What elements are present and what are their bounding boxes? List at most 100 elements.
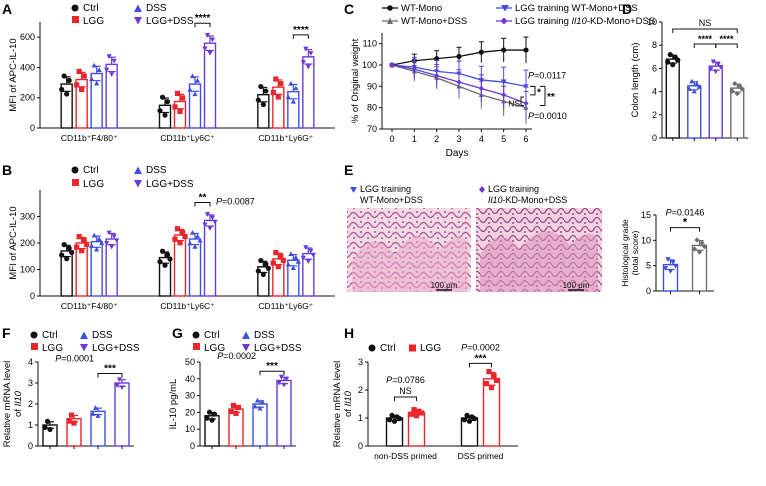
histology-crypt-shape: [352, 236, 468, 292]
legend-lggkd-label: LGG training Il10-KD-Mono+DSS: [515, 16, 655, 27]
data-point: [523, 47, 529, 53]
data-point: [273, 250, 279, 256]
bar: [90, 72, 103, 129]
data-point: [667, 269, 674, 274]
data-point: [293, 85, 299, 91]
data-point: [157, 259, 163, 265]
data-point: [691, 246, 698, 252]
significance-bracket: [520, 96, 524, 107]
y-axis-label: Relative mRNA level: [332, 361, 343, 448]
data-point: [197, 237, 203, 243]
legend-dss-label: DSS: [254, 330, 275, 341]
panel-label-f: F: [2, 325, 11, 341]
data-point: [192, 244, 198, 249]
data-point: [194, 233, 201, 239]
x-tick-label: 5: [501, 134, 506, 144]
data-point: [483, 381, 490, 387]
histology-kd-gene: Il10: [488, 195, 503, 205]
data-point: [81, 73, 87, 79]
histology-kd-marker: [479, 186, 485, 193]
data-point: [278, 253, 284, 259]
data-point: [47, 426, 53, 432]
y-axis-label: Colon length (cm): [630, 43, 641, 118]
panel-label-h: H: [344, 325, 354, 341]
legend-ctrl-label: Ctrl: [83, 165, 99, 176]
x-tick-label: 0: [389, 134, 394, 144]
bar: [75, 242, 88, 297]
data-point: [179, 95, 186, 101]
bar: [460, 417, 479, 447]
chart-panel-h: 0 1 2 3 Relative mRNA level of Il10 non-DSS pr…: [332, 342, 518, 461]
y-tick-label: 2: [652, 110, 657, 120]
y-tick-label: 80: [367, 103, 377, 113]
p-symbol: P: [216, 196, 222, 206]
significance-bracket: [292, 34, 309, 39]
data-point: [92, 405, 99, 410]
data-point: [263, 261, 269, 267]
data-point: [501, 92, 507, 98]
p-symbol: P: [461, 342, 467, 352]
data-point: [159, 94, 166, 100]
data-point: [694, 81, 700, 86]
significance-label: ****: [293, 25, 309, 36]
p-symbol: P: [55, 354, 61, 364]
panel-label-d: D: [622, 1, 632, 17]
y-axis-label: MFI of APC-IL-10: [8, 206, 19, 279]
data-point: [308, 51, 314, 56]
data-point: [209, 215, 216, 221]
legend-lgg-marker: [72, 16, 79, 23]
significance-bracket: [469, 362, 492, 368]
data-point: [713, 69, 719, 75]
data-point: [204, 33, 211, 38]
data-point: [164, 99, 171, 105]
data-point: [258, 83, 264, 90]
data-point: [305, 259, 311, 264]
data-point: [189, 73, 196, 79]
y-tick-label: 20: [185, 407, 195, 417]
p-value-label: P=0.0002: [217, 351, 256, 361]
p-value-label: P=0.0087: [216, 196, 255, 206]
data-point: [488, 385, 495, 391]
y-tick-label: 2: [28, 399, 33, 409]
bar: [287, 259, 300, 297]
bar: [482, 378, 501, 447]
panel-label-e: E: [344, 162, 353, 178]
y-tick-label: 1: [358, 413, 363, 423]
data-point: [64, 256, 70, 262]
legend-lgg-label: LGG: [83, 16, 104, 27]
data-point: [91, 62, 97, 68]
data-point: [270, 260, 276, 266]
data-point: [114, 383, 120, 388]
data-point: [413, 413, 420, 419]
legend-lggdss-marker: [80, 344, 88, 352]
y-axis-label: (total score): [630, 230, 640, 275]
histology-kd-post: -KD-Mono+DSS: [503, 195, 568, 205]
histology-crypt-shape: [480, 231, 598, 292]
legend-lggdss-marker: [242, 344, 250, 352]
legend-lgg-marker: [72, 179, 79, 186]
y-tick-label: 50: [185, 357, 195, 367]
scale-bar-label-kd: 100 μm: [563, 281, 590, 290]
data-point: [418, 410, 425, 416]
data-point: [691, 88, 697, 94]
data-point: [209, 417, 215, 423]
data-point: [61, 73, 67, 79]
data-point: [162, 112, 168, 118]
p-symbol: P: [666, 208, 672, 218]
bar: [158, 104, 172, 129]
legend-dss-marker: [134, 166, 142, 174]
data-point: [456, 79, 462, 85]
data-point: [187, 86, 193, 92]
y-tick-label: 600: [20, 32, 35, 42]
data-point: [737, 83, 743, 89]
data-point: [119, 385, 125, 390]
data-point: [471, 416, 478, 422]
legend-lggkd-marker: [500, 17, 508, 25]
data-point: [478, 85, 484, 92]
p-symbol: P: [217, 351, 223, 361]
p-symbol: P: [528, 111, 534, 121]
data-point: [61, 242, 67, 248]
